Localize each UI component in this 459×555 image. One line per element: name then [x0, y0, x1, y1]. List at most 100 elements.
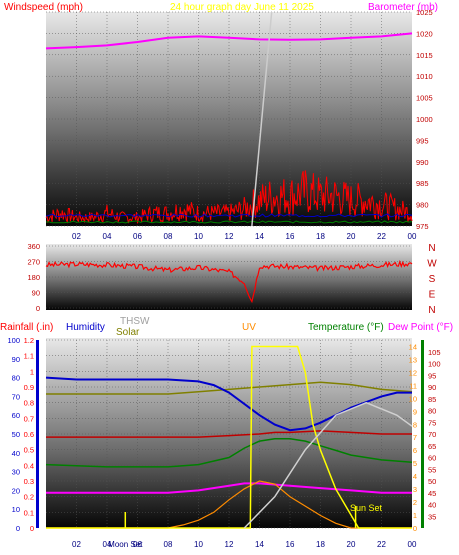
uv-line: [46, 345, 412, 529]
x-tick-label: 22: [377, 232, 386, 241]
uv-tick: 14: [409, 342, 417, 351]
compass-label: N: [428, 305, 435, 316]
humidity-axis-bar: [36, 340, 39, 528]
wind-inner-tick: 45: [36, 29, 44, 38]
humidity-tick: 0: [16, 524, 20, 533]
temperature-tick: 95: [428, 371, 436, 380]
rainfall-tick: 0.6: [24, 430, 34, 439]
wind-inner-tick: 5: [40, 201, 44, 210]
chart-date-title: 24 hour graph day June 11 2025: [170, 2, 314, 13]
solar-trace-line: [251, 11, 273, 227]
panel-3-ticks: 010203040506070809010000.10.20.30.40.50.…: [7, 336, 440, 549]
rainfall-tick: 1.1: [24, 352, 34, 361]
x-tick-label: 14: [255, 232, 264, 241]
x-tick-label: 06: [133, 540, 142, 549]
compass-label: N: [428, 243, 435, 254]
x-tick-label: 00: [408, 232, 417, 241]
wind-outer-tick: 30: [8, 178, 16, 187]
x-tick-label: 08: [164, 232, 173, 241]
panel-3-series: [45, 345, 413, 529]
wind-inner-tick: 30: [36, 94, 44, 103]
uv-tick: 6: [413, 446, 417, 455]
wind-direction-tick: 270: [27, 258, 40, 267]
wind-outer-tick: 130: [3, 30, 16, 39]
wind-inner-tick: 40: [36, 51, 44, 60]
uv-tick: 13: [409, 355, 417, 364]
rainfall-label: Rainfall (.in): [0, 322, 53, 333]
panel-2-grid: [46, 245, 412, 309]
x-tick-label: 12: [225, 540, 234, 549]
uv-tick: 9: [413, 407, 417, 416]
wind-direction-tick: 90: [32, 289, 40, 298]
wind-inner-tick: 15: [36, 158, 44, 167]
x-tick-label: 06: [133, 232, 142, 241]
humidity-tick: 30: [12, 468, 20, 477]
temperature-tick: 70: [428, 430, 436, 439]
temperature-tick: 80: [428, 407, 436, 416]
uv-tick: 0: [413, 524, 417, 533]
rainfall-tick: 1: [30, 367, 34, 376]
temperature-tick: 45: [428, 489, 436, 498]
barometer-tick: 1020: [416, 29, 433, 38]
wind-outer-tick: 80: [8, 104, 16, 113]
barometer-tick: 1015: [416, 51, 433, 60]
wind-inner-tick: 25: [36, 115, 44, 124]
x-tick-label: 02: [72, 540, 81, 549]
humidity-tick: 20: [12, 486, 20, 495]
barometer-tick: 1010: [416, 72, 433, 81]
wind-outer-tick: 145: [3, 8, 16, 17]
humidity-tick: 100: [7, 336, 20, 345]
rainfall-tick: 0.1: [24, 508, 34, 517]
rainfall-line: [46, 430, 412, 438]
panel-2-series: [45, 259, 413, 304]
x-tick-label: 22: [377, 540, 386, 549]
wind-inner-tick: 10: [36, 179, 44, 188]
panel-1-series: [45, 11, 413, 227]
wind-outer-tick: 140: [3, 15, 16, 24]
windspeed-label: Windspeed (mph): [4, 2, 83, 13]
uv-tick: 3: [413, 485, 417, 494]
humidity-tick: 10: [12, 505, 20, 514]
x-tick-label: 16: [286, 540, 295, 549]
temperature-tick: 50: [428, 477, 436, 486]
x-tick-label: 18: [316, 540, 325, 549]
humidity-tick: 80: [12, 374, 20, 383]
temperature-tick: 35: [428, 512, 436, 521]
barometer-tick: 975: [416, 222, 429, 231]
wind-outer-tick: 10: [8, 207, 16, 216]
barometer-tick: 1000: [416, 115, 433, 124]
rainfall-tick: 0.5: [24, 446, 34, 455]
temperature-label: Temperature (°F): [308, 322, 384, 333]
compass-label: E: [429, 290, 436, 301]
uv-tick: 8: [413, 420, 417, 429]
barometer-tick: 980: [416, 201, 429, 210]
x-tick-label: 08: [164, 540, 173, 549]
temperature-axis-bar: [421, 340, 424, 528]
wind-outer-tick: 0: [12, 222, 16, 231]
rainfall-tick: 0.7: [24, 414, 34, 423]
compass-label: W: [427, 259, 437, 270]
wind-inner-tick: 20: [36, 136, 44, 145]
temperature-tick: 75: [428, 418, 436, 427]
dewpoint-line: [46, 482, 412, 494]
wind-direction-tick: 360: [27, 242, 40, 251]
rainfall-tick: 0.9: [24, 383, 34, 392]
solar-label: Solar: [116, 327, 140, 338]
sunset-label: Sun Set: [350, 503, 383, 513]
wind-outer-tick: 20: [8, 192, 16, 201]
wind-outer-tick: 70: [8, 119, 16, 128]
wind-direction-line: [45, 259, 413, 304]
temperature-tick: 90: [428, 383, 436, 392]
humidity-tick: 90: [12, 355, 20, 364]
panel-1-grid: [46, 11, 412, 227]
uv-tick: 2: [413, 498, 417, 507]
barometer-tick: 995: [416, 136, 429, 145]
rainfall-tick: 0: [30, 524, 34, 533]
wind-outer-tick: 60: [8, 133, 16, 142]
temperature-tick: 85: [428, 395, 436, 404]
barometer-label: Barometer (mb): [368, 2, 438, 13]
uv-label: UV: [242, 322, 256, 333]
solar-line: [46, 480, 412, 529]
